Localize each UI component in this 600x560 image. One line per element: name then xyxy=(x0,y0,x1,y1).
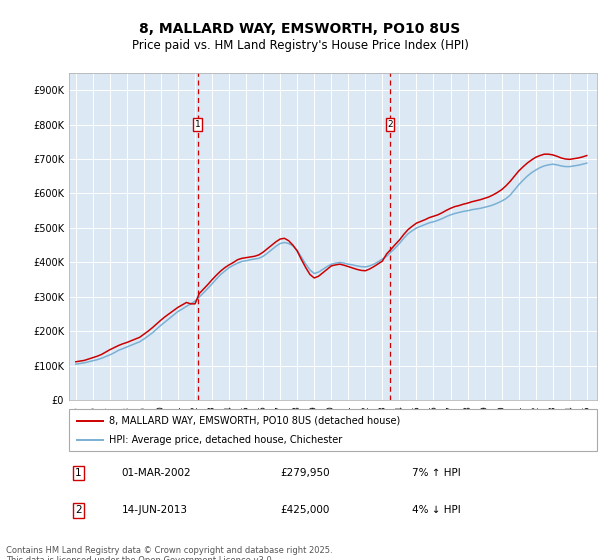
Text: 1: 1 xyxy=(75,468,82,478)
Text: 2: 2 xyxy=(75,505,82,515)
Text: 01-MAR-2002: 01-MAR-2002 xyxy=(122,468,191,478)
Text: 4% ↓ HPI: 4% ↓ HPI xyxy=(412,505,461,515)
Text: £279,950: £279,950 xyxy=(280,468,330,478)
Text: 14-JUN-2013: 14-JUN-2013 xyxy=(122,505,188,515)
Text: 8, MALLARD WAY, EMSWORTH, PO10 8US: 8, MALLARD WAY, EMSWORTH, PO10 8US xyxy=(139,22,461,36)
Text: 2: 2 xyxy=(387,120,393,129)
Text: 7% ↑ HPI: 7% ↑ HPI xyxy=(412,468,461,478)
Text: 8, MALLARD WAY, EMSWORTH, PO10 8US (detached house): 8, MALLARD WAY, EMSWORTH, PO10 8US (deta… xyxy=(109,416,400,426)
Text: Price paid vs. HM Land Registry's House Price Index (HPI): Price paid vs. HM Land Registry's House … xyxy=(131,39,469,52)
FancyBboxPatch shape xyxy=(69,409,597,451)
Text: 1: 1 xyxy=(195,120,200,129)
Text: Contains HM Land Registry data © Crown copyright and database right 2025.
This d: Contains HM Land Registry data © Crown c… xyxy=(6,546,332,560)
Text: HPI: Average price, detached house, Chichester: HPI: Average price, detached house, Chic… xyxy=(109,435,342,445)
Text: £425,000: £425,000 xyxy=(280,505,329,515)
